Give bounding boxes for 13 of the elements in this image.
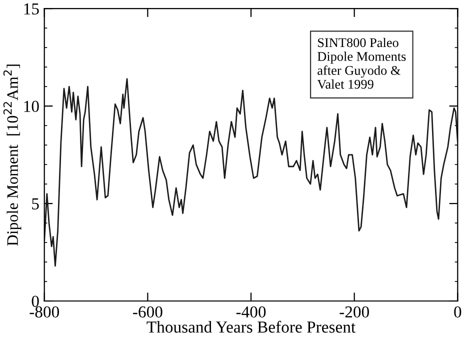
line-series (44, 78, 458, 267)
x-tick-label: -600 (133, 306, 162, 318)
x-axis-title: Thousand Years Before Present (146, 320, 356, 333)
x-tick-label: -200 (340, 306, 369, 318)
y-tick-label: 5 (32, 198, 39, 210)
y-tick-label: 15 (24, 3, 39, 15)
y-tick-label: 0 (32, 296, 39, 307)
y-axis-title: Dipole Moment [10$^{22}$Am$^{2}$] (3, 64, 22, 246)
x-tick-label: 0 (454, 306, 462, 318)
annotation: SINT800 Paleo Dipole Moments after Guyodo & Valet 1999 (317, 38, 406, 89)
x-tick-label: -800 (30, 306, 60, 318)
y-tick-label: 10 (24, 100, 39, 112)
x-tick-label: -400 (236, 306, 266, 318)
